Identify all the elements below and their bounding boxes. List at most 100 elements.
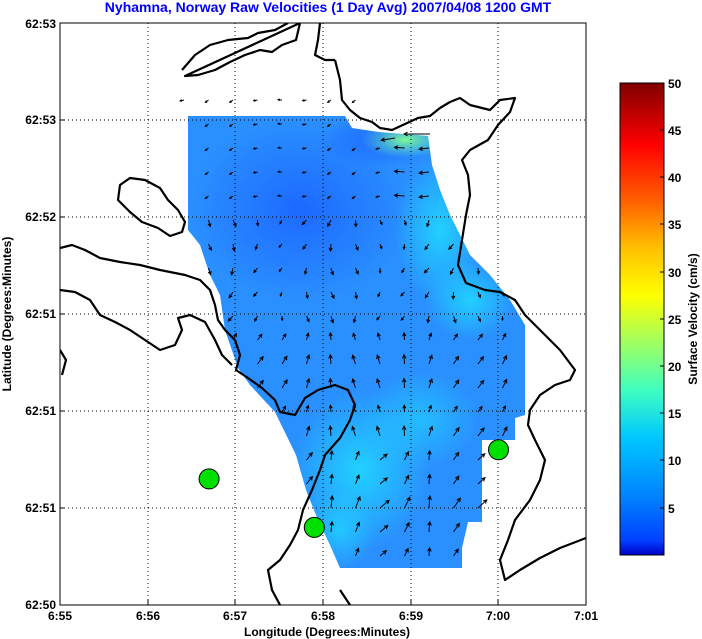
map-title: Nyhamna, Norway Raw Velocities (1 Day Av… [105,0,552,15]
velocity-arrow [449,267,454,276]
coastline [60,23,586,605]
radar-station-marker [198,468,220,490]
velocity-arrow [453,548,459,557]
velocity-arrow [330,315,335,324]
velocity-arrow [305,404,310,413]
velocity-arrow [179,99,185,102]
velocity-arrow [257,355,264,365]
velocity-arrow [426,315,431,324]
velocity-arrow [276,98,283,102]
velocity-arrow [403,219,407,227]
velocity-arrow [393,193,405,198]
velocity-arrow [402,131,430,137]
velocity-arrow [453,426,460,437]
velocity-arrow [502,354,508,365]
velocity-arrow [477,379,485,389]
velocity-arrow [502,426,508,437]
velocity-arrow [276,170,283,174]
velocity-arrow [379,477,389,485]
velocity-arrow [230,267,235,276]
velocity-arrow [204,147,209,152]
velocity-arrow [402,404,407,413]
colorbar-tick-label: 5 [668,502,675,516]
velocity-arrow [379,219,383,226]
velocity-arrow [400,291,405,297]
colorbar-tick-label: 30 [668,266,682,280]
velocity-arrow [502,405,506,413]
grid-lines [60,23,586,605]
velocity-arrow [330,291,335,300]
velocity-arrow [502,378,508,389]
velocity-arrow [453,497,461,509]
velocity-arrow [306,451,313,461]
velocity-arrow [302,243,307,250]
y-tick-labels: 62:53 62:53 62:52 62:51 62:51 62:51 62:5… [25,17,56,612]
colorbar-gradient [619,82,665,556]
velocity-arrow [355,474,360,485]
velocity-arrow [380,137,396,142]
colorbar: 50 45 40 35 30 25 20 15 10 5 Surface Vel… [619,77,700,556]
velocity-arrow [326,171,332,175]
velocity-arrow [451,291,456,301]
velocity-arrow [404,547,409,557]
velocity-arrow [328,404,333,413]
velocity-arrow [207,219,212,228]
velocity-arrow [424,291,430,299]
velocity-arrow [204,99,209,104]
velocity-arrow [330,267,335,276]
velocity-arrow [453,333,459,341]
velocity-arrow [418,170,430,175]
velocity-arrow [301,147,307,150]
velocity-arrow [252,291,258,298]
coastline-northeast [333,59,586,582]
velocity-arrow [228,171,234,176]
x-axis-label: Longitude (Degrees:Minutes) [244,625,410,639]
velocity-arrow [477,315,481,323]
velocity-arrow [228,147,234,152]
velocity-arrow [427,546,432,557]
velocity-arrow [326,147,332,151]
velocity-arrow [376,315,381,321]
velocity-arrow [351,99,356,104]
velocity-arrow [453,522,460,533]
velocity-arrow [352,332,357,341]
velocity-arrow [301,171,307,174]
plot-area [60,23,586,605]
velocity-arrow [279,219,283,225]
velocity-arrow [326,99,332,103]
velocity-arrow [377,291,381,298]
velocity-arrow [252,195,258,198]
velocity-arrow [351,147,356,152]
velocity-arrow [232,219,237,228]
velocity-arrow [355,547,360,557]
y-tick-label: 62:51 [25,307,56,321]
velocity-arrow [400,315,405,321]
velocity-arrow [228,99,234,104]
colorbar-tick-label: 25 [668,313,682,327]
velocity-arrow [301,123,307,126]
velocity-arrow [376,377,381,389]
velocity-arrow [281,355,288,365]
velocity-arrow [228,195,234,200]
velocity-arrow [477,476,486,485]
colorbar-tick-label: 20 [668,360,682,374]
velocity-arrow [252,171,258,174]
velocity-arrow [453,475,460,485]
colorbar-tick-label: 50 [668,77,682,91]
velocity-arrow [393,169,405,174]
y-tick-label: 62:51 [25,404,56,418]
velocity-arrow [328,353,333,365]
velocity-arrow [375,147,381,150]
velocity-arrow [426,219,430,228]
colorbar-tick-label: 15 [668,407,682,421]
velocity-arrow [305,291,309,300]
y-tick-label: 62:53 [25,17,56,31]
velocity-arrow [376,332,381,341]
velocity-arrow [276,122,283,126]
velocity-arrow [427,520,432,533]
velocity-arrow [401,353,407,365]
velocity-arrow [428,404,433,413]
velocity-arrow [306,475,314,485]
colorbar-label: Surface Velocity (cm/s) [686,253,700,384]
y-tick-label: 62:52 [25,210,56,224]
